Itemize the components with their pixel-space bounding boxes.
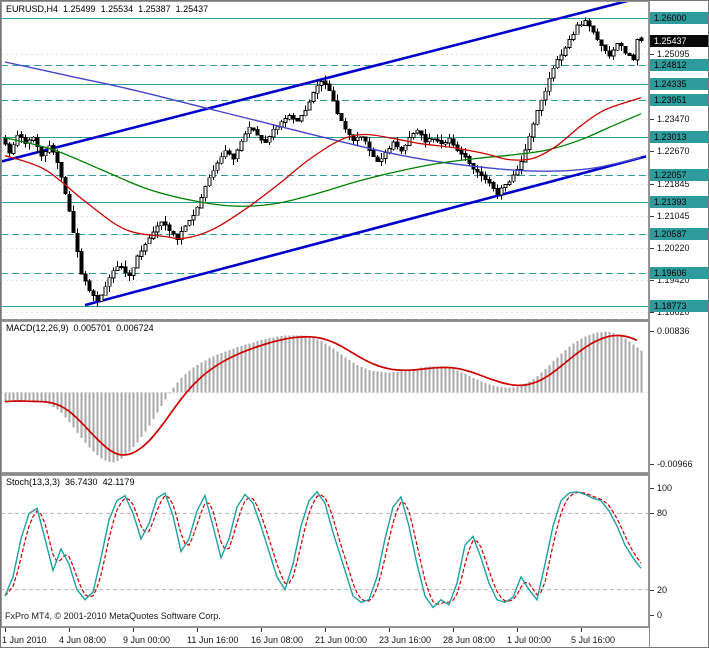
macd-histogram (4, 331, 643, 463)
stoch-axis-label: 0 (650, 609, 708, 621)
time-label: 9 Jun 00:00 (123, 635, 171, 645)
price-tick-label: 1.21045 (650, 210, 708, 222)
stoch-main-line (4, 490, 642, 609)
level-price-label: 1.18773 (650, 300, 708, 312)
chart-symbol: EURUSD,H4 (6, 4, 59, 14)
quote-high: 1.25534 (100, 4, 134, 14)
stoch-indicator-label: Stoch(13,3,3) 36.7430 42.1179 (6, 477, 139, 488)
stoch-axis-label: 80 (650, 507, 708, 519)
time-label: 4 Jun 08:00 (59, 635, 107, 645)
level-price-label: 1.23951 (650, 94, 708, 106)
time-label: 11 Jun 16:00 (187, 635, 239, 645)
trend-channel[interactable] (1, 1, 647, 307)
current-price-label: 1.25437 (650, 35, 708, 47)
level-price-label: 1.24335 (650, 78, 708, 90)
macd-panel[interactable] (1, 321, 649, 473)
time-tick (261, 628, 262, 632)
time-tick (69, 628, 70, 632)
macd-axis-min-label: -0.00966 (650, 458, 708, 470)
time-label: 5 Jul 16:00 (571, 635, 616, 645)
macd-value-signal: 0.006724 (116, 323, 154, 333)
copyright-text: FxPro MT4, © 2001-2010 MetaQuotes Softwa… (5, 611, 221, 621)
panel-separator[interactable] (1, 319, 708, 321)
macd-indicator-label: MACD(12,26,9) 0.005701 0.006724 (6, 323, 159, 334)
quote-close: 1.25437 (175, 4, 209, 14)
time-label: 21 Jun 00:00 (315, 635, 368, 645)
time-tick (517, 628, 518, 632)
horizontal-levels (1, 17, 649, 308)
stoch-name: Stoch(13,3,3) (6, 477, 61, 487)
price-tick-label: 1.20220 (650, 242, 708, 254)
time-tick (325, 628, 326, 632)
moving-averages (4, 61, 642, 240)
time-tick (133, 628, 134, 632)
macd-value-main: 0.005701 (73, 323, 112, 333)
time-axis[interactable]: 1 Jun 2010 4 Jun 08:00 9 Jun 00:00 11 Jun 1… (1, 628, 649, 647)
chart-title: EURUSD,H4 1.25499 1.25534 1.25387 1.25437 (6, 4, 213, 15)
macd-signal-line (4, 334, 638, 456)
price-tick-label: 1.18620 (650, 306, 708, 318)
main-panel-border (1, 1, 649, 320)
stoch-panel[interactable] (1, 475, 649, 627)
time-tick (5, 628, 6, 632)
level-price-label: 1.26000 (650, 12, 708, 24)
quote-low: 1.25387 (138, 4, 171, 14)
stoch-value-signal: 42.1179 (102, 477, 135, 487)
price-tick-label: 1.23470 (650, 113, 708, 125)
time-tick (389, 628, 390, 632)
ma-fast-line (4, 97, 642, 240)
level-price-label: 1.24812 (650, 59, 708, 71)
quote-open: 1.25499 (63, 4, 96, 14)
price-scale[interactable]: 1.25095 1.23470 1.22670 1.21845 1.21045 1.202… (649, 1, 708, 647)
stoch-axis-label: 20 (650, 584, 708, 596)
time-label: 16 Jun 08:00 (251, 635, 304, 645)
macd-axis-max-label: 0.00836 (650, 325, 708, 337)
ma-mid-line (4, 113, 642, 207)
time-label: 1 Jul 00:00 (507, 635, 552, 645)
price-tick-label: 1.19420 (650, 274, 708, 286)
macd-panel-border (1, 321, 649, 473)
price-tick-label: 1.25095 (650, 48, 708, 60)
time-label: 28 Jun 08:00 (443, 635, 496, 645)
ma-slow-line (4, 61, 642, 172)
level-price-label: 1.19606 (650, 267, 708, 279)
panel-separator[interactable] (1, 473, 708, 475)
time-tick (453, 628, 454, 632)
stoch-axis-label: 100 (650, 482, 708, 494)
candlesticks (3, 17, 644, 307)
price-tick-label: 1.22670 (650, 145, 708, 157)
level-price-label: 1.22057 (650, 169, 708, 181)
price-tick-label: 1.21845 (650, 178, 708, 190)
stoch-panel-border (1, 475, 649, 627)
time-label: 1 Jun 2010 (2, 635, 47, 645)
price-chart-panel[interactable] (1, 1, 649, 320)
level-price-label: 1.23013 (650, 131, 708, 143)
stoch-value-main: 36.7430 (65, 477, 98, 487)
time-tick (197, 628, 198, 632)
stoch-signal-line (4, 491, 642, 605)
macd-name: MACD(12,26,9) (6, 323, 69, 333)
time-tick (581, 628, 582, 632)
level-price-label: 1.21393 (650, 196, 708, 208)
level-price-label: 1.20587 (650, 228, 708, 240)
time-label: 23 Jun 16:00 (379, 635, 432, 645)
